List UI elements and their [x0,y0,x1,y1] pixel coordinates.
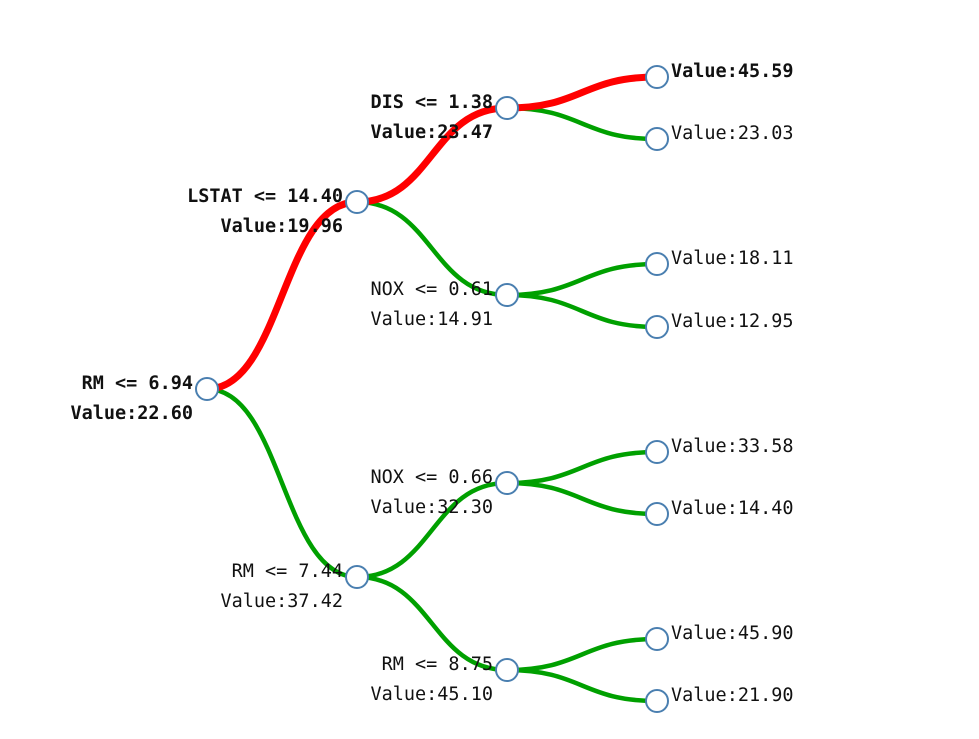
tree-edge [354,574,510,673]
tree-node[interactable] [495,96,519,120]
leaf-value-label: Value:45.59 [671,61,794,82]
node-value-label: Value:23.47 [370,122,493,143]
leaf-value-label: Value:23.03 [671,123,794,144]
split-condition-label: NOX <= 0.61 [370,279,493,300]
leaf-value-label: Value:14.40 [671,498,794,519]
tree-node[interactable] [495,283,519,307]
tree-edge [504,105,660,142]
split-condition-label: RM <= 8.75 [382,654,493,675]
leaf-value-label: Value:45.90 [671,623,794,644]
tree-node[interactable] [195,377,219,401]
highlighted-edge [503,73,661,112]
tree-nodes [195,65,669,713]
tree-node[interactable] [645,65,669,89]
split-condition-label: RM <= 7.44 [232,561,343,582]
leaf-value-label: Value:21.90 [671,685,794,706]
tree-node[interactable] [645,502,669,526]
tree-node[interactable] [345,190,369,214]
tree-node[interactable] [645,127,669,151]
split-condition-label: NOX <= 0.66 [370,467,493,488]
tree-edge [354,199,510,298]
split-condition-label: LSTAT <= 14.40 [187,186,343,207]
node-value-label: Value:32.30 [370,497,493,518]
tree-edge [504,480,660,517]
tree-node[interactable] [645,252,669,276]
tree-labels: RM <= 6.94 Value:22.60 LSTAT <= 14.40 Value… [70,61,793,706]
tree-edge [354,480,510,580]
tree-edge [504,292,660,330]
tree-node[interactable] [495,658,519,682]
tree-node[interactable] [645,315,669,339]
tree-node[interactable] [645,627,669,651]
leaf-value-label: Value:33.58 [671,436,794,457]
tree-edge [504,667,660,704]
tree-node[interactable] [495,471,519,495]
tree-node[interactable] [645,440,669,464]
tree-edge [204,386,360,580]
leaf-value-label: Value:18.11 [671,248,794,269]
tree-edge [504,449,660,486]
node-value-label: Value:14.91 [370,309,493,330]
split-condition-label: DIS <= 1.38 [370,92,493,113]
tree-node[interactable] [345,565,369,589]
split-condition-label: RM <= 6.94 [82,373,193,394]
highlighted-edge [353,104,511,206]
highlighted-edge [203,198,361,393]
tree-edges [203,73,661,704]
node-value-label: Value:45.10 [370,684,493,705]
node-value-label: Value:37.42 [220,591,343,612]
tree-edge [504,636,660,673]
tree-node[interactable] [645,689,669,713]
node-value-label: Value:19.96 [220,216,343,237]
tree-edge [504,261,660,298]
leaf-value-label: Value:12.95 [671,311,794,332]
node-value-label: Value:22.60 [70,403,193,424]
